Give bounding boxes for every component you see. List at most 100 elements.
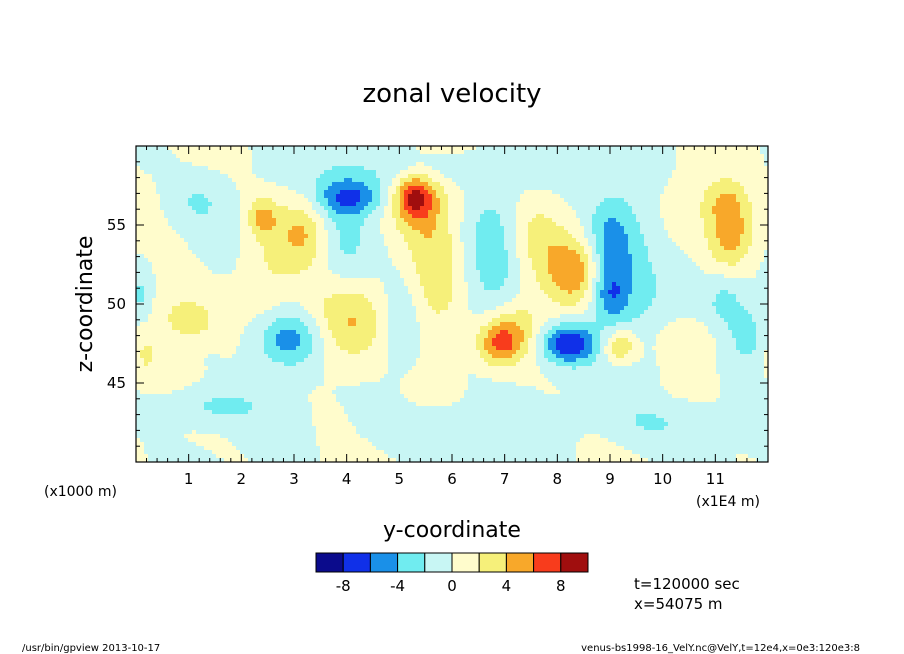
field-cell xyxy=(352,322,357,327)
field-cell xyxy=(316,234,321,239)
field-cell xyxy=(320,358,325,363)
field-cell xyxy=(292,154,297,159)
field-cell xyxy=(160,218,165,223)
field-cell xyxy=(308,438,313,443)
field-cell xyxy=(312,166,317,171)
field-cell xyxy=(256,314,261,319)
field-cell xyxy=(184,178,189,183)
field-cell xyxy=(304,310,309,315)
field-cell xyxy=(292,366,297,371)
field-cell xyxy=(152,338,157,343)
field-cell xyxy=(304,282,309,287)
field-cell xyxy=(232,274,237,279)
field-cell xyxy=(268,254,273,259)
field-cell xyxy=(304,394,309,399)
field-cell xyxy=(304,302,309,307)
field-cell xyxy=(304,226,309,231)
field-cell xyxy=(204,390,209,395)
field-cell xyxy=(236,166,241,171)
field-cell xyxy=(236,286,241,291)
field-cell xyxy=(196,242,201,247)
field-cell xyxy=(280,362,285,367)
field-cell xyxy=(308,170,313,175)
field-cell xyxy=(208,310,213,315)
field-cell xyxy=(384,322,389,327)
field-cell xyxy=(264,154,269,159)
field-cell xyxy=(272,262,277,267)
field-cell xyxy=(284,242,289,247)
field-cell xyxy=(180,322,185,327)
field-cell xyxy=(224,282,229,287)
field-cell xyxy=(292,170,297,175)
field-cell xyxy=(380,414,385,419)
field-cell xyxy=(160,426,165,431)
field-cell xyxy=(248,390,253,395)
field-cell xyxy=(300,350,305,355)
field-cell xyxy=(384,446,389,451)
field-cell xyxy=(340,338,345,343)
field-cell xyxy=(208,170,213,175)
field-cell xyxy=(144,266,149,271)
field-cell xyxy=(136,454,141,459)
field-cell xyxy=(280,306,285,311)
field-cell xyxy=(316,374,321,379)
field-cell xyxy=(308,398,313,403)
field-cell xyxy=(148,270,153,275)
field-cell xyxy=(160,194,165,199)
field-cell xyxy=(336,386,341,391)
field-cell xyxy=(200,206,205,211)
field-cell xyxy=(168,402,173,407)
field-cell xyxy=(256,414,261,419)
field-cell xyxy=(348,426,353,431)
field-cell xyxy=(236,358,241,363)
field-cell xyxy=(348,418,353,423)
field-cell xyxy=(248,362,253,367)
field-cell xyxy=(344,434,349,439)
field-cell xyxy=(164,162,169,167)
field-cell xyxy=(248,350,253,355)
field-cell xyxy=(308,178,313,183)
field-cell xyxy=(304,358,309,363)
field-cell xyxy=(360,150,365,155)
field-cell xyxy=(168,274,173,279)
field-cell xyxy=(220,334,225,339)
field-cell xyxy=(284,270,289,275)
field-cell xyxy=(204,254,209,259)
field-cell xyxy=(308,446,313,451)
field-cell xyxy=(168,226,173,231)
field-cell xyxy=(344,198,349,203)
field-cell xyxy=(172,346,177,351)
field-cell xyxy=(388,186,393,191)
field-cell xyxy=(268,318,273,323)
field-cell xyxy=(288,338,293,343)
field-cell xyxy=(224,406,229,411)
field-cell xyxy=(164,150,169,155)
field-cell xyxy=(364,382,369,387)
field-cell xyxy=(216,330,221,335)
field-cell xyxy=(276,322,281,327)
field-cell xyxy=(304,238,309,243)
field-cell xyxy=(152,350,157,355)
field-cell xyxy=(312,306,317,311)
field-cell xyxy=(368,190,373,195)
field-cell xyxy=(308,370,313,375)
field-cell xyxy=(160,418,165,423)
field-cell xyxy=(328,446,333,451)
field-cell xyxy=(332,338,337,343)
field-cell xyxy=(384,442,389,447)
field-cell xyxy=(168,190,173,195)
field-cell xyxy=(256,270,261,275)
field-cell xyxy=(320,226,325,231)
field-cell xyxy=(296,338,301,343)
field-cell xyxy=(300,422,305,427)
field-cell xyxy=(360,170,365,175)
field-cell xyxy=(276,238,281,243)
field-cell xyxy=(264,262,269,267)
field-cell xyxy=(152,430,157,435)
contour-field xyxy=(136,146,768,462)
field-cell xyxy=(148,402,153,407)
field-cell xyxy=(292,306,297,311)
field-cell xyxy=(188,294,193,299)
field-cell xyxy=(292,342,297,347)
field-cell xyxy=(284,198,289,203)
